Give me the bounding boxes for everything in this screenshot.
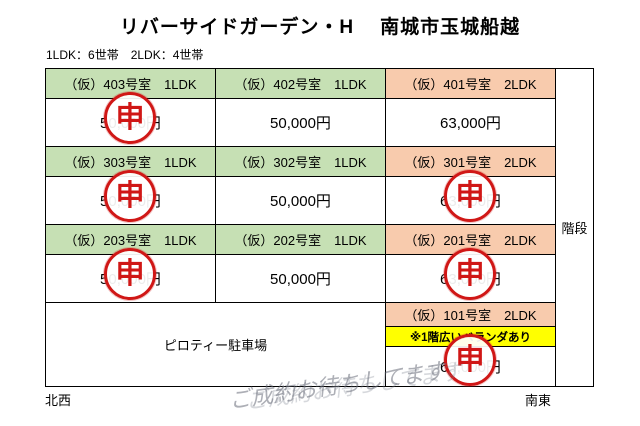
- room-header-101: （仮）101号室 2LDK: [385, 302, 556, 327]
- compass-northwest: 北西: [45, 393, 72, 408]
- price-401: 63,000円: [385, 98, 556, 147]
- room-header-401: （仮）401号室 2LDK: [385, 68, 556, 99]
- building-name: リバーサイドガーデン・H: [119, 17, 355, 38]
- parking-cell: ピロティー駐車場: [45, 302, 386, 387]
- stamp-kanji: 申: [115, 257, 145, 290]
- room-header-302: （仮）302号室 1LDK: [215, 146, 386, 177]
- stamp-kanji: 申: [115, 179, 145, 212]
- application-stamp-403: 申: [104, 92, 156, 144]
- building-location: 南城市玉城船越: [380, 17, 521, 38]
- price-402: 50,000円: [215, 98, 386, 147]
- application-stamp-201: 申: [444, 248, 496, 300]
- price-302: 50,000円: [215, 176, 386, 225]
- stairs-cell: 階段: [555, 68, 594, 387]
- page-title: リバーサイドガーデン・H 南城市玉城船越: [0, 12, 640, 39]
- room-header-202: （仮）202号室 1LDK: [215, 224, 386, 255]
- application-stamp-101: 申: [444, 334, 496, 386]
- application-stamp-301: 申: [444, 170, 496, 222]
- price-202: 50,000円: [215, 254, 386, 303]
- unit-summary: 1LDK：6世帯 2LDK：4世帯: [46, 48, 204, 62]
- room-header-402: （仮）402号室 1LDK: [215, 68, 386, 99]
- stamp-kanji: 申: [115, 101, 145, 134]
- application-stamp-303: 申: [104, 170, 156, 222]
- stamp-kanji: 申: [455, 257, 485, 290]
- stamp-kanji: 申: [455, 343, 485, 376]
- stamp-kanji: 申: [455, 179, 485, 212]
- compass-southeast: 南東: [525, 393, 552, 408]
- application-stamp-203: 申: [104, 248, 156, 300]
